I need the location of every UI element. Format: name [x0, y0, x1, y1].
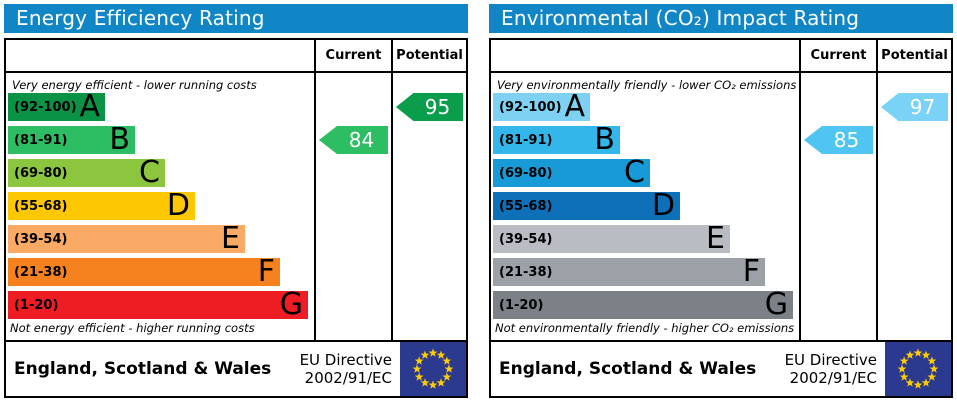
band-range-label: (55-68) — [14, 198, 68, 214]
band-range-label: (81-91) — [499, 132, 553, 148]
header-spacer — [6, 40, 314, 71]
band-letter: D — [166, 188, 190, 223]
band-row-a: (92-100) A — [493, 89, 799, 124]
band-letter: C — [139, 155, 160, 190]
band-range-label: (1-20) — [499, 297, 544, 313]
energy-efficiency-panel: Energy Efficiency Rating Current Potenti… — [4, 4, 468, 400]
rating-table: Current Potential Very environmentally f… — [489, 38, 953, 342]
footer: England, Scotland & Wales EU Directive 2… — [4, 340, 468, 398]
band-range-label: (1-20) — [14, 297, 59, 313]
region-label: England, Scotland & Wales — [499, 359, 757, 379]
current-column: 85 — [799, 73, 876, 340]
eu-directive-line2: 2002/91/EC — [304, 369, 392, 387]
panel-title: Energy Efficiency Rating — [4, 4, 468, 33]
environmental-impact-panel: Environmental (CO₂) Impact Rating Curren… — [489, 4, 953, 400]
potential-rating-arrow: 97 — [881, 93, 948, 121]
band-bar: (55-68) D — [493, 188, 680, 223]
band-bar: (92-100) A — [493, 89, 590, 124]
band-row-g: (1-20) G — [8, 287, 314, 322]
band-row-d: (55-68) D — [493, 188, 799, 223]
band-bar: (21-38) F — [493, 254, 765, 289]
band-letter: F — [257, 254, 275, 289]
band-letter: C — [624, 155, 645, 190]
band-row-b: (81-91) B — [493, 122, 799, 157]
band-row-c: (69-80) C — [493, 155, 799, 190]
band-letter: G — [764, 287, 788, 322]
band-bar: (39-54) E — [493, 221, 730, 256]
band-bar: (81-91) B — [8, 122, 135, 157]
band-letter: F — [742, 254, 760, 289]
current-column-header: Current — [314, 40, 391, 71]
potential-rating-arrow: 95 — [396, 93, 463, 121]
band-range-label: (21-38) — [499, 264, 553, 280]
bottom-caption: Not environmentally friendly - higher CO… — [495, 321, 795, 335]
table-body: Very energy efficient - lower running co… — [6, 73, 466, 340]
band-ladder: Very energy efficient - lower running co… — [6, 73, 314, 340]
band-letter: B — [594, 122, 615, 157]
band-bar: (1-20) G — [493, 287, 793, 322]
band-range-label: (55-68) — [499, 198, 553, 214]
band-letter: A — [564, 89, 585, 124]
band-bar: (69-80) C — [8, 155, 165, 190]
band-range-label: (81-91) — [14, 132, 68, 148]
band-letter: E — [706, 221, 725, 256]
band-letter: D — [651, 188, 675, 223]
band-range-label: (69-80) — [499, 165, 553, 181]
band-bar: (92-100) A — [8, 89, 105, 124]
rating-table: Current Potential Very energy efficient … — [4, 38, 468, 342]
bottom-caption: Not energy efficient - higher running co… — [10, 321, 255, 335]
band-row-d: (55-68) D — [8, 188, 314, 223]
footer: England, Scotland & Wales EU Directive 2… — [489, 340, 953, 398]
band-letter: G — [279, 287, 303, 322]
potential-column: 97 — [876, 73, 951, 340]
potential-column-header: Potential — [876, 40, 951, 71]
current-column-header: Current — [799, 40, 876, 71]
current-rating-arrow: 85 — [804, 126, 873, 154]
eu-directive-line2: 2002/91/EC — [789, 369, 877, 387]
band-bar: (39-54) E — [8, 221, 245, 256]
band-row-c: (69-80) C — [8, 155, 314, 190]
potential-column-header: Potential — [391, 40, 466, 71]
band-row-g: (1-20) G — [493, 287, 799, 322]
header-spacer — [491, 40, 799, 71]
band-range-label: (39-54) — [499, 231, 553, 247]
top-caption: Very energy efficient - lower running co… — [12, 78, 257, 92]
table-header-row: Current Potential — [6, 40, 466, 73]
current-column: 84 — [314, 73, 391, 340]
band-range-label: (92-100) — [14, 99, 77, 115]
band-bar: (21-38) F — [8, 254, 280, 289]
top-caption: Very environmentally friendly - lower CO… — [497, 78, 797, 92]
band-row-b: (81-91) B — [8, 122, 314, 157]
band-row-e: (39-54) E — [493, 221, 799, 256]
band-bar: (1-20) G — [8, 287, 308, 322]
band-letter: E — [221, 221, 240, 256]
eu-flag-icon — [885, 342, 951, 396]
band-range-label: (69-80) — [14, 165, 68, 181]
band-bar: (69-80) C — [493, 155, 650, 190]
band-range-label: (92-100) — [499, 99, 562, 115]
band-letter: A — [79, 89, 100, 124]
band-bar: (81-91) B — [493, 122, 620, 157]
band-row-e: (39-54) E — [8, 221, 314, 256]
potential-column: 95 — [391, 73, 466, 340]
panel-title: Environmental (CO₂) Impact Rating — [489, 4, 953, 33]
band-row-f: (21-38) F — [493, 254, 799, 289]
table-header-row: Current Potential — [491, 40, 951, 73]
band-ladder: Very environmentally friendly - lower CO… — [491, 73, 799, 340]
table-body: Very environmentally friendly - lower CO… — [491, 73, 951, 340]
band-range-label: (21-38) — [14, 264, 68, 280]
eu-directive-label: EU Directive 2002/91/EC — [300, 351, 392, 388]
band-range-label: (39-54) — [14, 231, 68, 247]
eu-directive-line1: EU Directive — [299, 350, 392, 369]
eu-flag-icon — [400, 342, 466, 396]
region-label: England, Scotland & Wales — [14, 359, 272, 379]
eu-directive-line1: EU Directive — [784, 350, 877, 369]
band-row-f: (21-38) F — [8, 254, 314, 289]
band-row-a: (92-100) A — [8, 89, 314, 124]
band-bar: (55-68) D — [8, 188, 195, 223]
eu-directive-label: EU Directive 2002/91/EC — [785, 351, 877, 388]
band-letter: B — [109, 122, 130, 157]
current-rating-arrow: 84 — [319, 126, 388, 154]
